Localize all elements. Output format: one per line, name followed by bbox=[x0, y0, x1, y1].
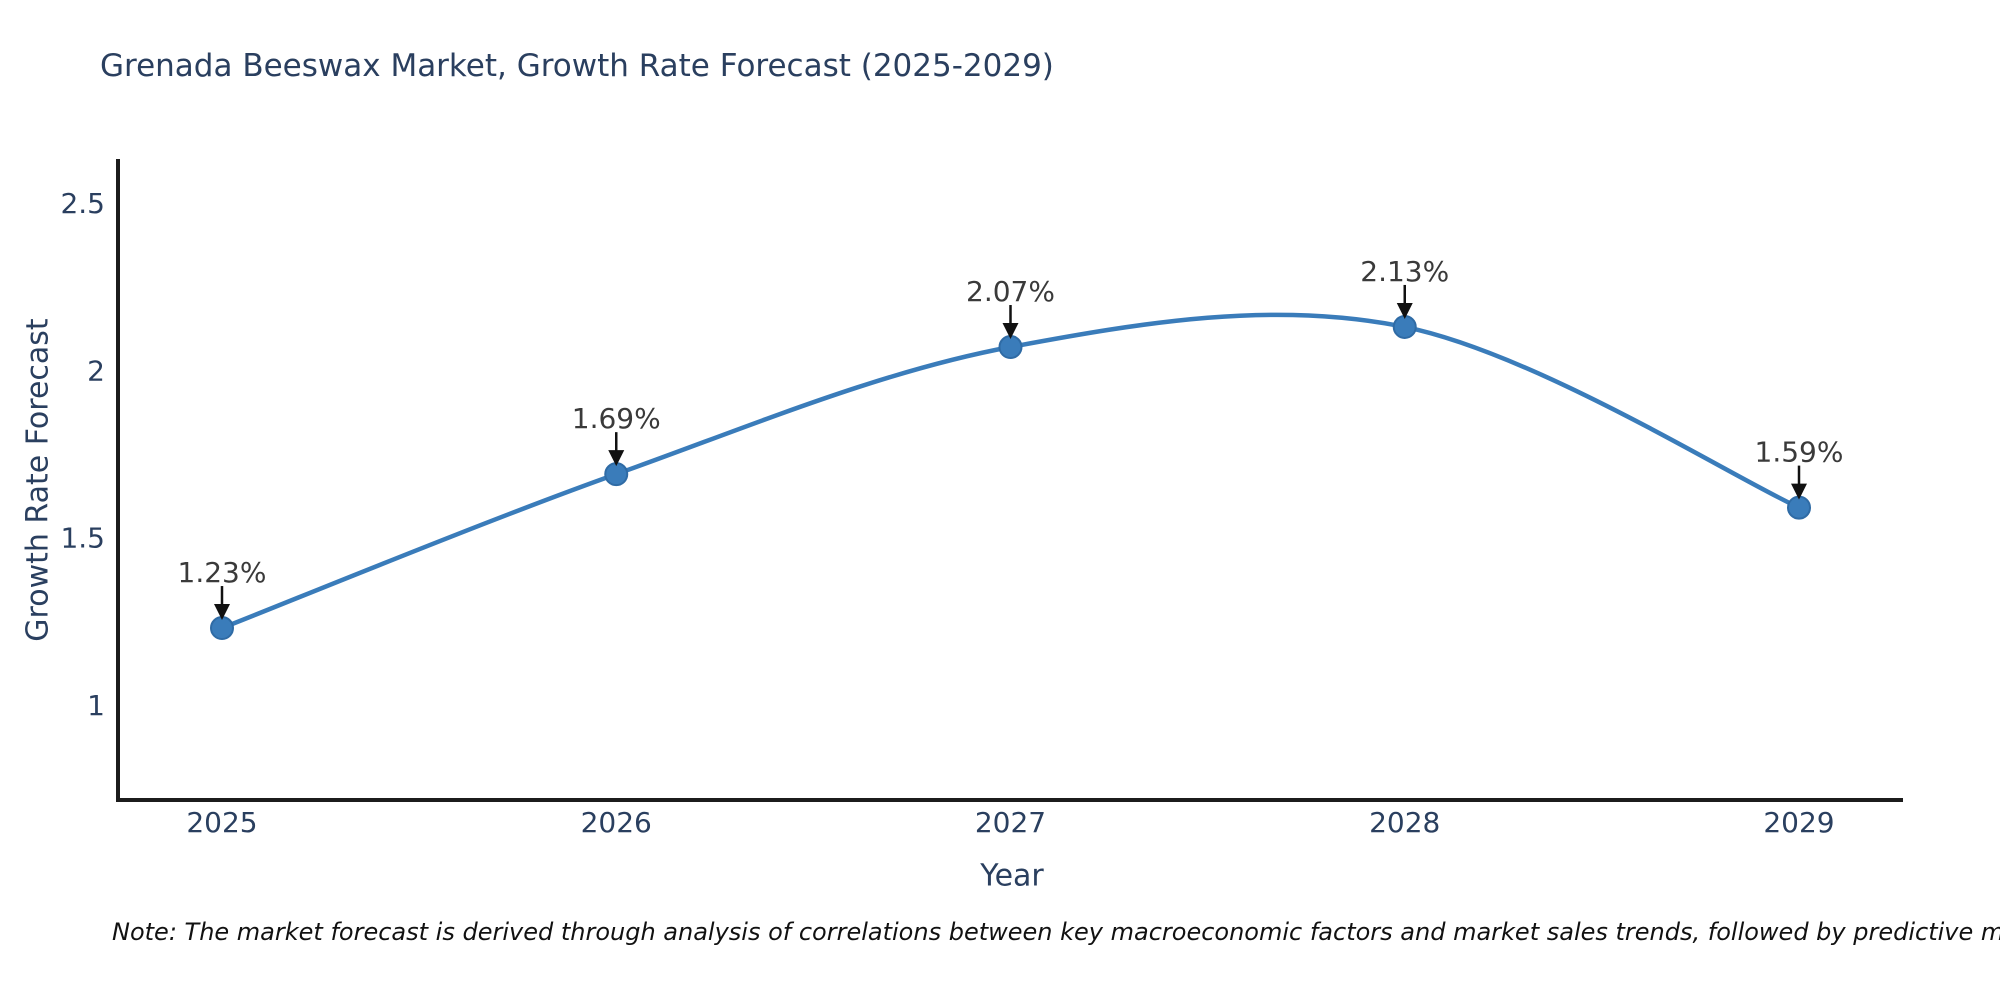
point-label: 1.23% bbox=[178, 556, 267, 589]
data-point-marker[interactable] bbox=[604, 462, 629, 487]
annotation-arrow-head bbox=[608, 450, 625, 467]
annotation-arrow-head bbox=[214, 604, 230, 621]
y-tick-label: 2.5 bbox=[60, 187, 105, 220]
footnote: Note: The market forecast is derived thr… bbox=[112, 918, 2000, 946]
y-tick-label: 2 bbox=[87, 354, 105, 387]
point-label: 1.59% bbox=[1755, 436, 1844, 469]
annotation-arrow-head bbox=[1396, 302, 1413, 319]
x-tick-label: 2026 bbox=[581, 806, 652, 839]
x-tick-label: 2025 bbox=[186, 806, 257, 839]
x-tick-label: 2027 bbox=[975, 806, 1046, 839]
point-label: 2.13% bbox=[1360, 255, 1449, 288]
data-point-marker[interactable] bbox=[998, 335, 1023, 360]
annotation-arrow-head bbox=[1791, 483, 1807, 500]
point-label: 2.07% bbox=[966, 275, 1055, 308]
x-axis-title: Year bbox=[980, 858, 1044, 894]
trend-line bbox=[221, 312, 1800, 631]
x-tick-label: 2029 bbox=[1763, 806, 1834, 839]
annotation-arrow-head bbox=[1002, 323, 1019, 340]
y-tick-label: 1.5 bbox=[60, 522, 105, 555]
data-point-marker[interactable] bbox=[1787, 495, 1811, 520]
y-tick-label: 1 bbox=[87, 689, 105, 722]
point-label: 1.69% bbox=[572, 402, 661, 435]
data-point-marker[interactable] bbox=[1392, 314, 1417, 339]
x-tick-label: 2028 bbox=[1369, 806, 1440, 839]
chart-title: Grenada Beeswax Market, Growth Rate Fore… bbox=[100, 48, 1054, 84]
data-point-marker[interactable] bbox=[210, 616, 234, 641]
